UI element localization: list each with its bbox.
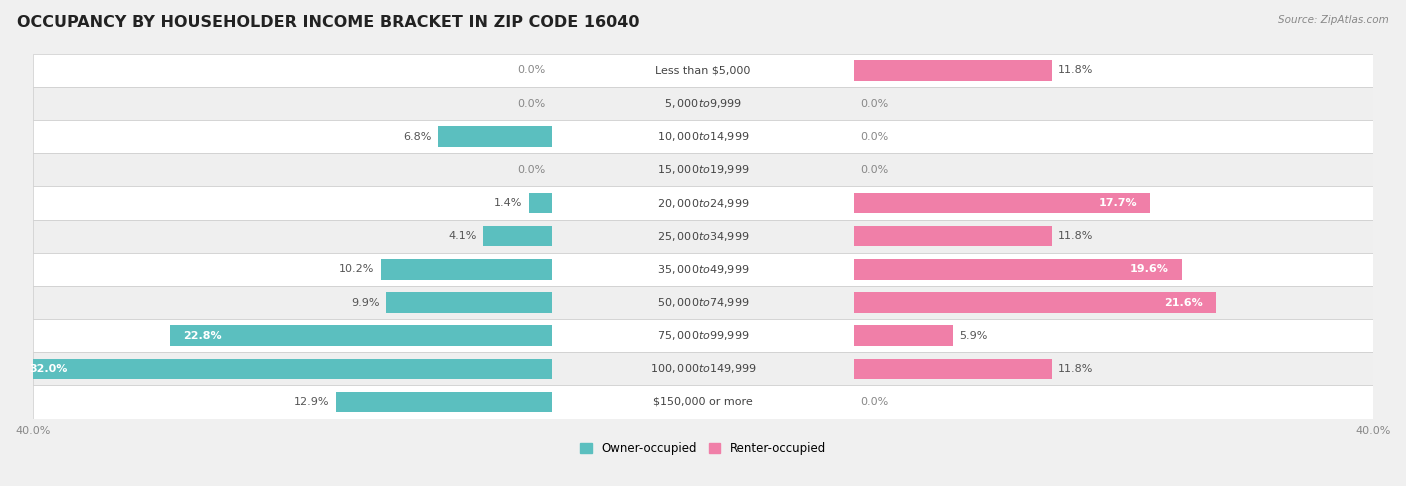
Text: 11.8%: 11.8%	[1059, 66, 1094, 75]
Bar	[853, 60, 1052, 81]
Text: $10,000 to $14,999: $10,000 to $14,999	[657, 130, 749, 143]
Text: 11.8%: 11.8%	[1059, 364, 1094, 374]
Text: $15,000 to $19,999: $15,000 to $19,999	[657, 163, 749, 176]
Bar	[853, 326, 953, 346]
Bar	[32, 153, 1374, 187]
Bar	[32, 220, 1374, 253]
Bar	[439, 126, 553, 147]
Text: 19.6%: 19.6%	[1130, 264, 1168, 275]
Text: OCCUPANCY BY HOUSEHOLDER INCOME BRACKET IN ZIP CODE 16040: OCCUPANCY BY HOUSEHOLDER INCOME BRACKET …	[17, 15, 640, 30]
Legend: Owner-occupied, Renter-occupied: Owner-occupied, Renter-occupied	[575, 437, 831, 460]
Text: 0.0%: 0.0%	[860, 397, 889, 407]
Text: 22.8%: 22.8%	[184, 330, 222, 341]
Bar	[853, 292, 1216, 313]
Bar	[387, 292, 553, 313]
Text: 32.0%: 32.0%	[30, 364, 67, 374]
Text: $25,000 to $34,999: $25,000 to $34,999	[657, 230, 749, 243]
Bar	[853, 226, 1052, 246]
Bar	[484, 226, 553, 246]
Text: 5.9%: 5.9%	[959, 330, 988, 341]
Text: $150,000 or more: $150,000 or more	[654, 397, 752, 407]
Text: 1.4%: 1.4%	[494, 198, 522, 208]
Bar	[529, 193, 553, 213]
Bar	[32, 87, 1374, 120]
Text: $50,000 to $74,999: $50,000 to $74,999	[657, 296, 749, 309]
Text: 11.8%: 11.8%	[1059, 231, 1094, 241]
Text: 6.8%: 6.8%	[404, 132, 432, 142]
Bar	[32, 54, 1374, 87]
Bar	[853, 193, 1150, 213]
Text: $100,000 to $149,999: $100,000 to $149,999	[650, 362, 756, 375]
Bar	[336, 392, 553, 412]
Bar	[32, 187, 1374, 220]
Bar	[853, 359, 1052, 379]
Text: 21.6%: 21.6%	[1164, 297, 1202, 308]
Text: 0.0%: 0.0%	[517, 99, 546, 108]
Text: 4.1%: 4.1%	[449, 231, 477, 241]
Text: 0.0%: 0.0%	[860, 132, 889, 142]
Text: 0.0%: 0.0%	[860, 165, 889, 175]
Text: 0.0%: 0.0%	[517, 66, 546, 75]
Text: $75,000 to $99,999: $75,000 to $99,999	[657, 329, 749, 342]
Bar	[853, 259, 1182, 279]
Bar	[32, 253, 1374, 286]
Text: 12.9%: 12.9%	[294, 397, 329, 407]
Text: $35,000 to $49,999: $35,000 to $49,999	[657, 263, 749, 276]
Bar	[32, 286, 1374, 319]
Text: 10.2%: 10.2%	[339, 264, 374, 275]
Text: $20,000 to $24,999: $20,000 to $24,999	[657, 196, 749, 209]
Text: Source: ZipAtlas.com: Source: ZipAtlas.com	[1278, 15, 1389, 25]
Bar	[381, 259, 553, 279]
Text: 0.0%: 0.0%	[860, 99, 889, 108]
Bar	[32, 352, 1374, 385]
Bar	[15, 359, 553, 379]
Bar	[32, 385, 1374, 418]
Text: 0.0%: 0.0%	[517, 165, 546, 175]
Bar	[32, 319, 1374, 352]
Text: $5,000 to $9,999: $5,000 to $9,999	[664, 97, 742, 110]
Text: 17.7%: 17.7%	[1098, 198, 1137, 208]
Bar	[32, 120, 1374, 153]
Text: Less than $5,000: Less than $5,000	[655, 66, 751, 75]
Bar	[170, 326, 553, 346]
Text: 9.9%: 9.9%	[352, 297, 380, 308]
